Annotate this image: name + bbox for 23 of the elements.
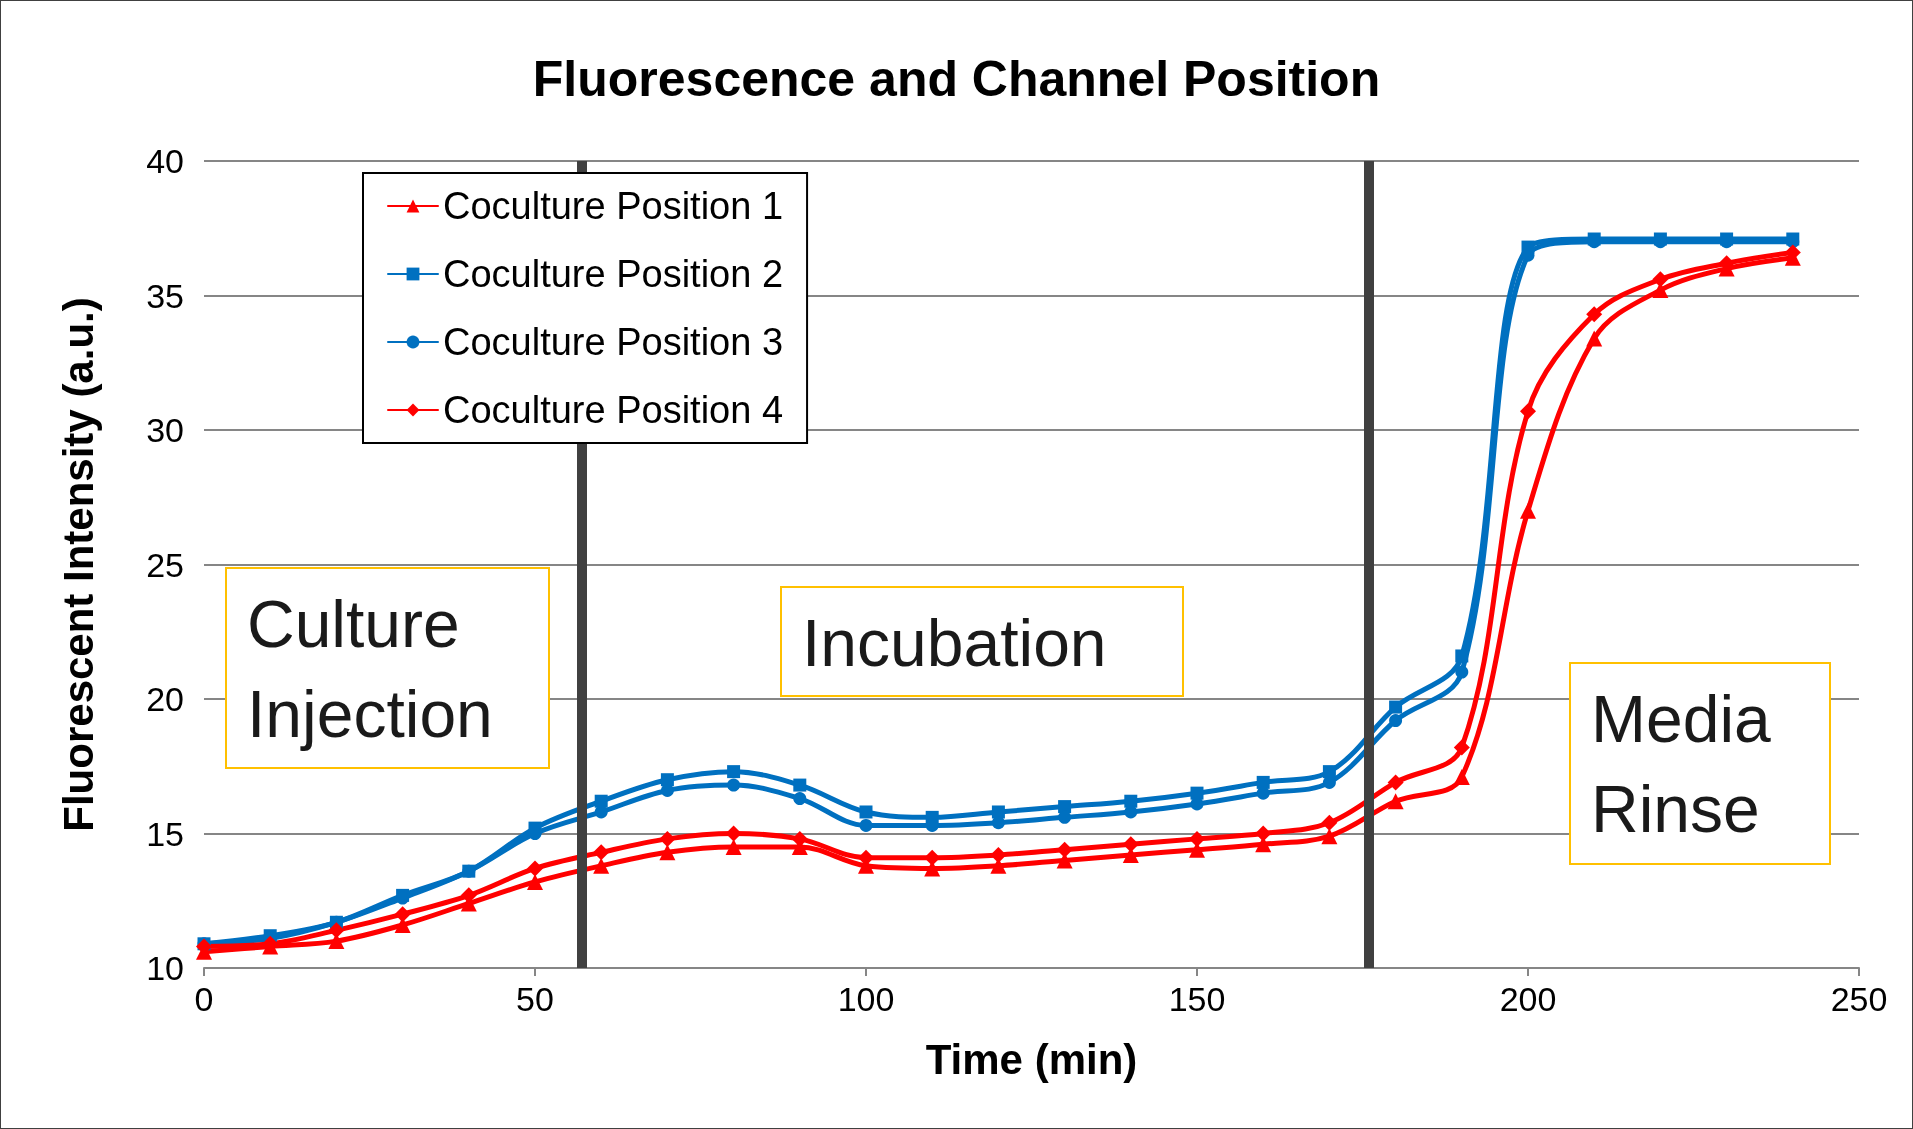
y-tick-label: 30 — [146, 411, 184, 449]
y-tick-label: 10 — [146, 949, 184, 987]
x-tick-label: 150 — [1168, 980, 1226, 1018]
y-tick-label: 40 — [146, 142, 184, 180]
y-tick-label: 20 — [146, 680, 184, 718]
legend-label: Coculture Position 4 — [443, 389, 784, 431]
annotation: Incubation — [802, 606, 1107, 680]
annotation: Media Rinse — [1591, 682, 1772, 846]
legend-label: Coculture Position 1 — [443, 185, 784, 227]
annotation: Culture Injection — [247, 587, 493, 751]
x-tick-label: 0 — [194, 980, 214, 1018]
x-tick-label: 200 — [1499, 980, 1557, 1018]
y-tick-label: 25 — [146, 545, 184, 584]
y-tick-label: 15 — [146, 814, 184, 853]
y-tick-label: 35 — [146, 276, 184, 315]
chart-title: Fluorescence and Channel Position — [532, 51, 1381, 107]
x-tick-label: 250 — [1830, 980, 1888, 1018]
x-tick-label: 50 — [516, 980, 554, 1018]
legend-label: Coculture Position 3 — [443, 321, 784, 363]
legend-label: Coculture Position 2 — [443, 253, 784, 295]
y-axis-title: Fluorescent Intensity (a.u.) — [54, 297, 102, 832]
x-tick-label: 100 — [837, 980, 895, 1018]
x-axis-title: Time (min) — [925, 1035, 1138, 1083]
